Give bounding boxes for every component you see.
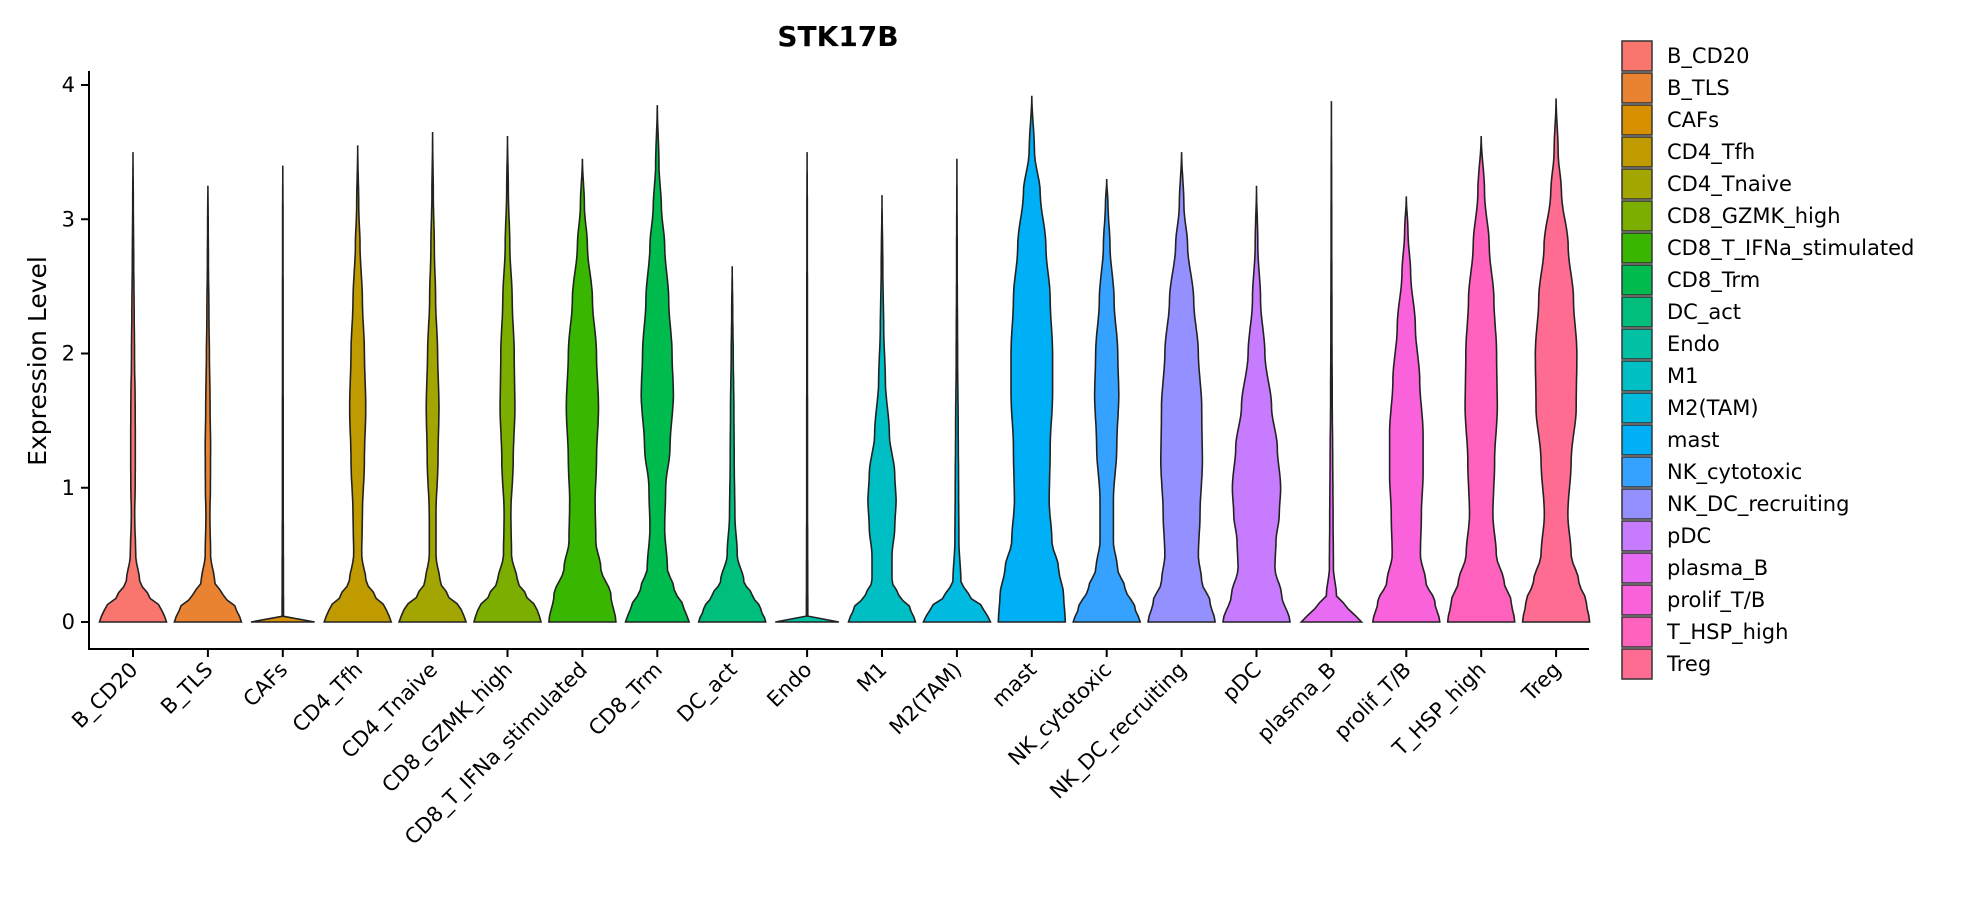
violin-nk-dc-recruiting xyxy=(1147,152,1217,623)
legend-key xyxy=(1621,584,1653,616)
legend-key xyxy=(1621,520,1653,552)
violin-cafs xyxy=(250,165,315,623)
x-tick-label: CD8_Trm xyxy=(584,658,668,742)
legend-label: CD8_T_IFNa_stimulated xyxy=(1667,236,1914,261)
x-tick-label: mast xyxy=(987,658,1041,712)
legend-key xyxy=(1621,296,1653,328)
legend-key xyxy=(1621,104,1653,136)
legend-key xyxy=(1621,72,1653,104)
legend-key xyxy=(1621,136,1653,168)
legend-key xyxy=(1621,648,1653,680)
legend-label: CAFs xyxy=(1667,108,1719,132)
violin-plasma-b xyxy=(1299,101,1364,623)
x-tick-label: B_TLS xyxy=(156,658,218,720)
violin-t-hsp-high xyxy=(1446,135,1516,623)
legend-key xyxy=(1621,200,1653,232)
violin-cd4-tfh xyxy=(323,145,393,623)
x-tick-label: B_CD20 xyxy=(67,658,143,734)
legend-label: pDC xyxy=(1667,524,1711,548)
legend-key xyxy=(1621,456,1653,488)
legend-label: plasma_B xyxy=(1667,556,1768,581)
violin-group xyxy=(98,95,1591,623)
x-ticks: B_CD20 B_TLS CAFsCD4_TfhCD4_TnaiveCD8_GZMK… xyxy=(67,649,1566,850)
legend-key xyxy=(1621,616,1653,648)
violin-treg xyxy=(1521,98,1591,623)
y-tick-label: 0 xyxy=(62,610,75,634)
x-tick-label: pDC xyxy=(1218,658,1266,706)
violin-nk-cytotoxic xyxy=(1072,178,1142,623)
legend-label: mast xyxy=(1667,428,1720,452)
violin-cd8-t-ifna-stimulated xyxy=(548,158,617,623)
legend-label: CD8_GZMK_high xyxy=(1667,204,1841,229)
legend-key xyxy=(1621,168,1653,200)
y-axis-label: Expression Level xyxy=(23,256,52,466)
legend-label: CD8_Trm xyxy=(1667,268,1760,293)
y-tick-label: 1 xyxy=(62,476,75,500)
violin-pdc xyxy=(1222,185,1291,623)
y-tick-label: 2 xyxy=(62,342,75,366)
violin-endo xyxy=(775,152,840,623)
legend-key xyxy=(1621,264,1653,296)
violin-cd8-gzmk-high xyxy=(472,136,543,623)
x-tick-label: DC_act xyxy=(672,658,742,728)
x-tick-label: Treg xyxy=(1517,658,1566,707)
violin-prolif-t-b xyxy=(1371,196,1441,623)
legend-label: Treg xyxy=(1666,652,1711,676)
legend-label: B_TLS xyxy=(1667,76,1730,101)
legend-label: NK_DC_recruiting xyxy=(1667,492,1849,517)
violin-m2-tam- xyxy=(922,158,992,623)
y-tick-label: 3 xyxy=(62,207,75,231)
legend-label: NK_cytotoxic xyxy=(1667,460,1802,485)
legend-key xyxy=(1621,232,1653,264)
violin-b-tls xyxy=(173,185,243,623)
legend-label: CD4_Tnaive xyxy=(1667,172,1792,197)
legend-label: M2(TAM) xyxy=(1667,396,1759,420)
x-tick-label: plasma_B xyxy=(1252,658,1341,747)
x-tick-label: CAFs xyxy=(239,658,293,712)
y-tick-label: 4 xyxy=(62,73,75,97)
legend-key xyxy=(1621,392,1653,424)
legend-label: prolif_T/B xyxy=(1667,588,1765,613)
legend-key xyxy=(1621,360,1653,392)
violin-cd8-trm xyxy=(624,105,691,623)
legend-label: DC_act xyxy=(1667,300,1741,325)
violin-cd4-tnaive xyxy=(397,132,468,623)
violin-m1 xyxy=(847,195,917,623)
x-tick-label: M1 xyxy=(852,658,891,697)
x-tick-label: CD8_GZMK_high xyxy=(377,658,517,798)
legend: B_CD20 B_TLS CAFs CD4_Tfh CD4_Tnaive CD8_GZMK… xyxy=(1621,40,1914,680)
legend-label: M1 xyxy=(1667,364,1698,388)
legend-key xyxy=(1621,40,1653,72)
legend-key xyxy=(1621,328,1653,360)
violin-dc-act xyxy=(697,266,767,623)
legend-key xyxy=(1621,488,1653,520)
x-tick-label: NK_DC_recruiting xyxy=(1045,658,1192,805)
legend-label: T_HSP_high xyxy=(1666,620,1788,645)
legend-label: B_CD20 xyxy=(1667,44,1749,69)
legend-key xyxy=(1621,552,1653,584)
legend-label: CD4_Tfh xyxy=(1667,140,1755,165)
x-tick-label: Endo xyxy=(762,658,816,712)
chart-title: STK17B xyxy=(777,20,898,53)
violin-mast xyxy=(997,95,1067,623)
violin-b-cd20 xyxy=(98,152,168,623)
legend-key xyxy=(1621,424,1653,456)
x-tick-label: M2(TAM) xyxy=(885,658,967,740)
y-ticks: 0 1 2 3 4 xyxy=(62,73,89,634)
legend-label: Endo xyxy=(1667,332,1720,356)
